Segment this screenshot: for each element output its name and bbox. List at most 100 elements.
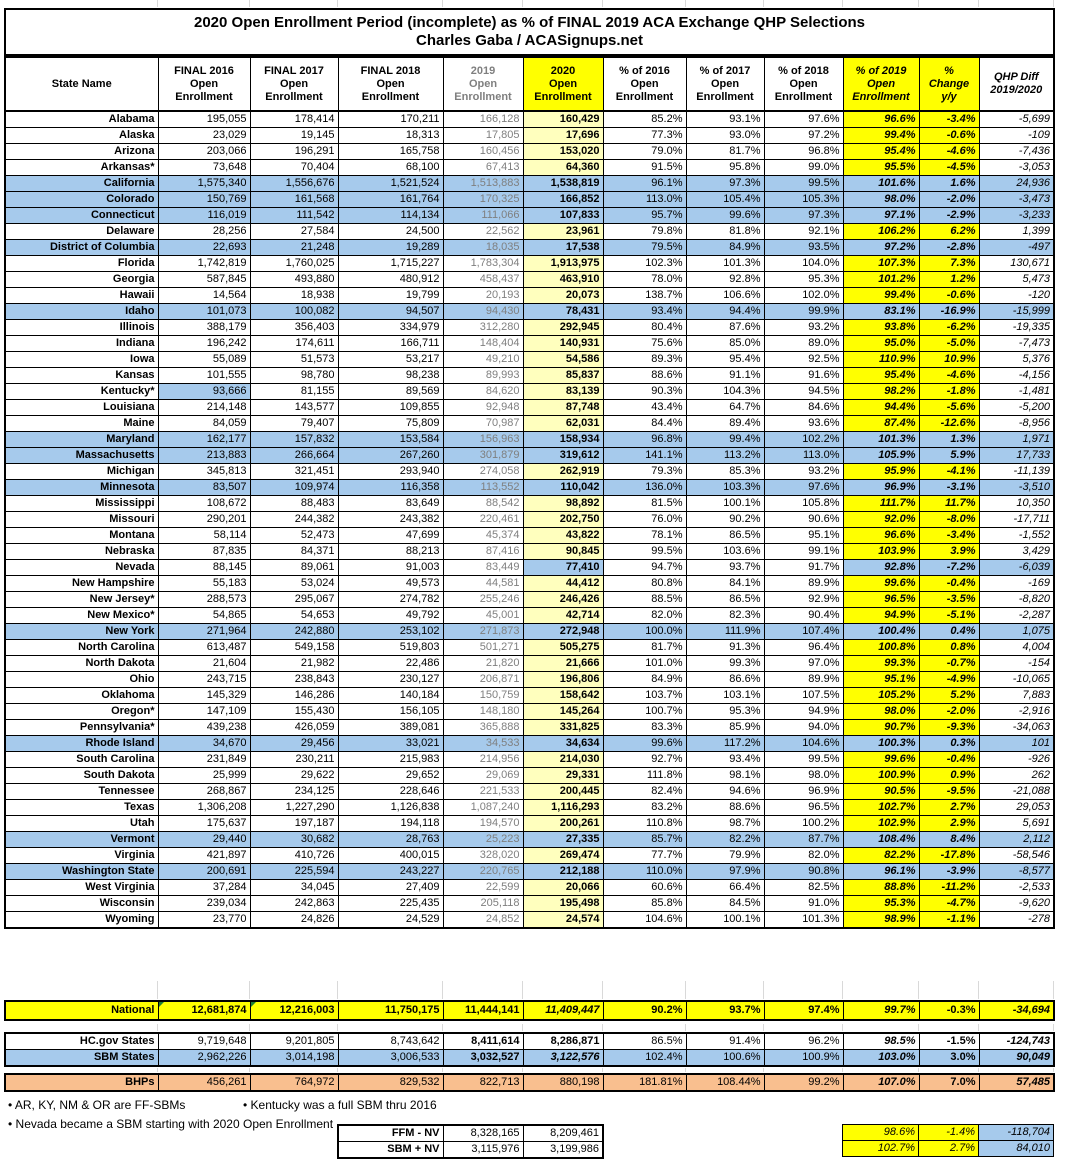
- value-cell: 99.4%: [685, 431, 765, 448]
- row-oklahoma: Oklahoma 145,329 146,286 140,184 150,759 158,…: [4, 687, 1055, 704]
- value-cell: 17,538: [522, 239, 604, 256]
- value-cell: 84,620: [442, 383, 524, 400]
- value-cell: 98,238: [337, 367, 444, 384]
- value-cell: -3.4%: [918, 527, 980, 544]
- state-name-cell: New Jersey*: [4, 591, 159, 608]
- national-total-table: National 12,681,874 12,216,003 11,750,175 11…: [4, 1000, 1055, 1021]
- grid-cell: [763, 0, 843, 7]
- state-name-cell: Massachusetts: [4, 447, 159, 464]
- grid-cell: [685, 981, 764, 999]
- value-cell: -109: [978, 127, 1055, 144]
- value-cell: 104.6%: [602, 911, 687, 929]
- grid-cell: [249, 0, 338, 7]
- value-cell: 44,412: [522, 575, 604, 592]
- value-cell: -3.5%: [918, 591, 980, 608]
- value-cell: -9.3%: [918, 719, 980, 736]
- value-cell: 255,246: [442, 591, 524, 608]
- value-cell: 100.3%: [842, 735, 920, 752]
- value-cell: 2,962,226: [157, 1049, 251, 1067]
- value-cell: 20,066: [522, 879, 604, 896]
- value-cell: 24,500: [337, 223, 444, 240]
- col-header-8: % of 2018 Open Enrollment: [763, 56, 844, 112]
- grid-cell: [842, 0, 919, 7]
- value-cell: 4,004: [978, 639, 1055, 656]
- grid-cell: [249, 981, 338, 999]
- state-name-cell: Oklahoma: [4, 687, 159, 704]
- value-cell: 89.4%: [685, 415, 765, 432]
- value-cell: 178,414: [249, 110, 339, 128]
- row-kansas: Kansas 101,555 98,780 98,238 89,993 85,837 88.…: [4, 367, 1055, 384]
- value-cell: 110,042: [522, 479, 604, 496]
- state-name-cell: West Virginia: [4, 879, 159, 896]
- value-cell: 156,105: [337, 703, 444, 720]
- value-cell: -5.1%: [918, 607, 980, 624]
- col-header-11: QHP Diff 2019/2020: [978, 56, 1055, 112]
- value-cell: -8,577: [978, 863, 1055, 880]
- value-cell: 55,183: [157, 575, 251, 592]
- grid-gap-3: [4, 1068, 1054, 1072]
- value-cell: 23,770: [157, 911, 251, 929]
- row-maryland: Maryland 162,177 157,832 153,584 156,963 158,…: [4, 431, 1055, 448]
- value-cell: 1.6%: [918, 175, 980, 192]
- value-cell: 53,024: [249, 575, 339, 592]
- row-north-carolina: North Carolina 613,487 549,158 519,803 501,2…: [4, 639, 1055, 656]
- value-cell: 160,429: [522, 110, 604, 128]
- value-cell: 116,358: [337, 479, 444, 496]
- hcgov-sbm-totals-table: HC.gov States 9,719,648 9,201,805 8,743,642…: [4, 1032, 1055, 1067]
- value-cell: -2.0%: [918, 703, 980, 720]
- value-cell: 1,116,293: [522, 799, 604, 816]
- value-cell: 101.3%: [842, 431, 920, 448]
- value-cell: 143,577: [249, 399, 339, 416]
- value-cell: 21,666: [522, 655, 604, 672]
- row-nebraska: Nebraska 87,835 84,371 88,213 87,416 90,845 99…: [4, 543, 1055, 560]
- value-cell: -5,699: [978, 110, 1055, 128]
- row-tennessee: Tennessee 268,867 234,125 228,646 221,533 200…: [4, 783, 1055, 800]
- value-cell: 90.5%: [842, 783, 920, 800]
- value-cell: 102.9%: [842, 815, 920, 832]
- value-cell: 181.81%: [602, 1073, 687, 1092]
- value-cell: 107.4%: [763, 623, 844, 640]
- value-cell: 97.3%: [763, 207, 844, 224]
- value-cell: 95.3%: [763, 271, 844, 288]
- value-cell: 3,014,198: [249, 1049, 339, 1067]
- value-cell: 2,112: [978, 831, 1055, 848]
- value-cell: 158,642: [522, 687, 604, 704]
- value-cell: 24,826: [249, 911, 339, 929]
- grid-gap-row: [4, 0, 1054, 7]
- grid-gap-2: [4, 1024, 1054, 1031]
- value-cell: 45,374: [442, 527, 524, 544]
- row-mississippi: Mississippi 108,672 88,483 83,649 88,542 98,8…: [4, 495, 1055, 512]
- row-alabama: Alabama 195,055 178,414 170,211 166,128 160,4…: [4, 110, 1055, 128]
- state-name-cell: Wyoming: [4, 911, 159, 929]
- value-cell: 150,759: [442, 687, 524, 704]
- value-cell: 7,883: [978, 687, 1055, 704]
- value-cell: 28,256: [157, 223, 251, 240]
- value-cell: 80.4%: [602, 319, 687, 336]
- value-cell: 99.6%: [685, 207, 765, 224]
- value-cell: 174,611: [249, 335, 339, 352]
- value-cell: 140,184: [337, 687, 444, 704]
- value-cell: 166,711: [337, 335, 444, 352]
- value-cell: 85.9%: [685, 719, 765, 736]
- value-cell: 244,382: [249, 511, 339, 528]
- value-cell: 90.3%: [602, 383, 687, 400]
- value-cell: -278: [978, 911, 1055, 929]
- grid-cell: [602, 0, 686, 7]
- value-cell: 95.0%: [842, 335, 920, 352]
- grid-cell: [978, 0, 1054, 7]
- value-cell: 24,852: [442, 911, 524, 929]
- value-cell: 87,416: [442, 543, 524, 560]
- value-cell: 87.7%: [763, 831, 844, 848]
- row-florida: Florida 1,742,819 1,760,025 1,715,227 1,783,…: [4, 255, 1055, 272]
- value-cell: 107.0%: [842, 1073, 920, 1092]
- state-name-cell: Nevada: [4, 559, 159, 576]
- grid-cell: [522, 981, 603, 999]
- value-cell: 96.1%: [602, 175, 687, 192]
- grid-cell: [918, 1068, 979, 1072]
- value-cell: 79.0%: [602, 143, 687, 160]
- row-california: California 1,575,340 1,556,676 1,521,524 1,5…: [4, 175, 1055, 192]
- value-cell: 3,122,576: [522, 1049, 604, 1067]
- value-cell: 88.5%: [602, 591, 687, 608]
- value-cell: 91.3%: [685, 639, 765, 656]
- row-maine: Maine 84,059 79,407 75,809 70,987 62,031 84.4%…: [4, 415, 1055, 432]
